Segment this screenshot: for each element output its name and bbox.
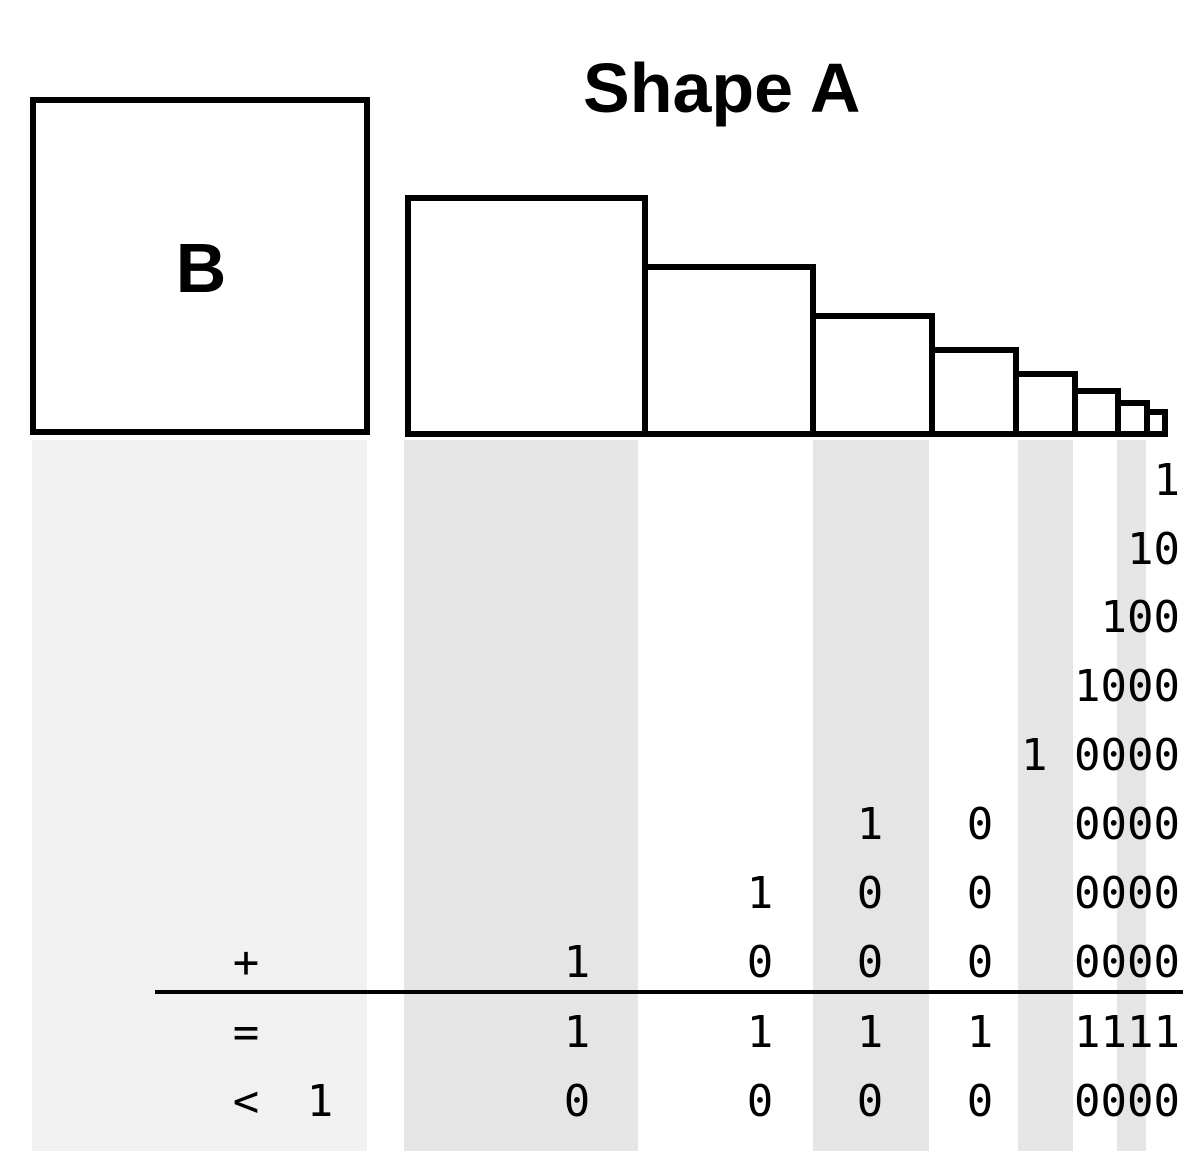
addend-digit: 1: [856, 799, 884, 850]
sum-digit: 1: [856, 1007, 884, 1058]
addend-row: 10: [1127, 524, 1180, 575]
plus-row-digit: 0: [966, 937, 994, 988]
addend-digit: 1: [746, 868, 774, 919]
addend-row: 1000: [1074, 661, 1180, 712]
addend-digit: 0: [966, 799, 994, 850]
sum-digit: 1111: [1074, 1007, 1180, 1058]
addend-digit: 0000: [1074, 799, 1180, 850]
bound-digit: 0: [746, 1076, 774, 1127]
sum-rule: [155, 990, 1183, 994]
less-than-operator: <: [232, 1076, 260, 1127]
column-band: [1117, 440, 1146, 1151]
bound-digit: 0: [966, 1076, 994, 1127]
shape-a-square: [642, 264, 816, 437]
column-band: [813, 440, 929, 1151]
addend-digit: 0: [966, 868, 994, 919]
sum-digit: 1: [746, 1007, 774, 1058]
plus-row-digit: 0: [746, 937, 774, 988]
bound-digit: 0: [856, 1076, 884, 1127]
bound-digit: 0: [563, 1076, 591, 1127]
shape-a-square: [405, 195, 648, 437]
shape-a-square: [929, 347, 1019, 437]
addend-row: 1: [1153, 455, 1181, 506]
bound-digit: 0000: [1074, 1076, 1180, 1127]
shape-a-square: [1072, 388, 1121, 437]
shape-a-title: Shape A: [583, 49, 861, 127]
square-b: [30, 97, 370, 435]
shape-a-square: [810, 313, 935, 437]
addend-row: 100: [1100, 592, 1180, 643]
equals-operator: =: [232, 1007, 260, 1058]
addend-digit: 0000: [1074, 868, 1180, 919]
square-b-label: B: [175, 229, 227, 307]
column-band: [404, 440, 638, 1151]
plus-operator: +: [232, 937, 260, 988]
shape-a-square: [1013, 371, 1078, 437]
plus-row-digit: 1: [563, 937, 591, 988]
addend-digit: 0: [856, 868, 884, 919]
less-than-value: 1: [306, 1076, 334, 1127]
square-b-band: [32, 440, 367, 1151]
shape-a-square: [1144, 409, 1168, 437]
plus-row-digit: 0: [856, 937, 884, 988]
sum-digit: 1: [966, 1007, 994, 1058]
column-band: [1018, 440, 1073, 1151]
plus-row-digit: 0000: [1074, 937, 1180, 988]
sum-digit: 1: [563, 1007, 591, 1058]
addend-row: 1 0000: [1021, 730, 1180, 781]
